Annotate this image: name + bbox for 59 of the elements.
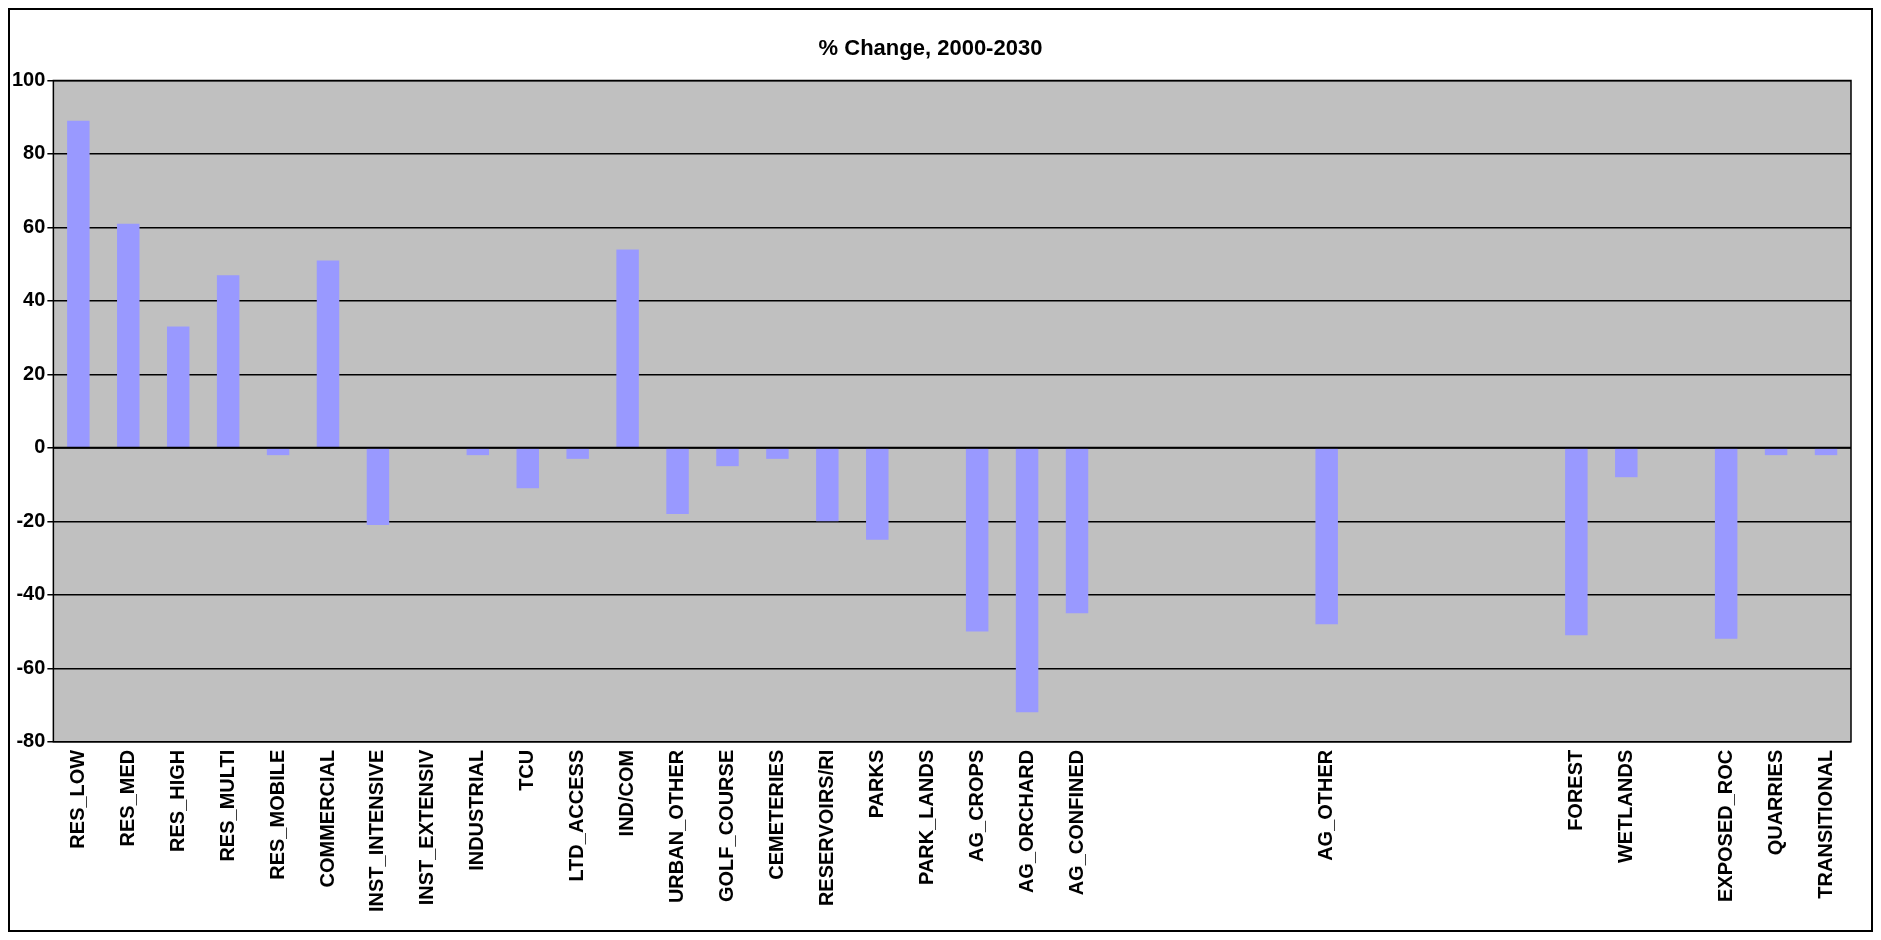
bar <box>1065 448 1089 614</box>
bar <box>866 448 889 540</box>
y-tick-label: 20 <box>23 361 46 384</box>
bar <box>1714 448 1738 639</box>
x-tick-label: AG_CROPS <box>964 749 987 862</box>
x-tick-label: URBAN_OTHER <box>665 749 688 904</box>
x-tick-label: CEMETERIES <box>764 749 787 880</box>
y-tick-label: 60 <box>23 214 46 237</box>
x-tick-label: TRANSITIONAL <box>1813 749 1836 899</box>
bar <box>1565 448 1588 636</box>
x-tick-label: AG_CONFINED <box>1064 749 1087 896</box>
x-tick-label: AG_OTHER <box>1314 749 1337 861</box>
x-tick-label: INST_EXTENSIV <box>415 749 438 906</box>
y-tick-label: 80 <box>23 141 46 164</box>
x-tick-label: LTD_ACCESS <box>565 749 588 882</box>
chart-title: % Change, 2000-2030 <box>818 35 1043 61</box>
bar <box>1015 448 1039 713</box>
bar <box>616 249 639 448</box>
bar <box>366 448 390 525</box>
x-tick-label: RES_MULTI <box>215 749 238 862</box>
bar <box>766 448 789 459</box>
x-tick-label: RES_MED <box>115 749 138 847</box>
bar <box>965 448 989 632</box>
x-tick-label: AG_ORCHARD <box>1014 749 1037 894</box>
x-tick-label: EXPOSED_ROC <box>1713 749 1736 903</box>
y-tick-label: -20 <box>16 508 46 531</box>
bar <box>566 448 589 459</box>
y-tick-label: -40 <box>16 582 46 605</box>
bar <box>816 448 839 522</box>
bar <box>666 448 689 514</box>
x-tick-label: PARKS <box>864 749 887 819</box>
x-tick-label: TCU <box>515 749 538 791</box>
x-tick-label: FOREST <box>1563 749 1586 831</box>
y-tick-label: 40 <box>23 288 46 311</box>
bar <box>67 120 90 448</box>
bar <box>716 448 739 467</box>
x-tick-label: PARK_LANDS <box>914 749 937 885</box>
y-tick-label: 100 <box>11 67 46 90</box>
bar <box>316 260 340 448</box>
x-tick-label: GOLF_COURSE <box>715 749 737 902</box>
x-tick-label: RES_MOBILE <box>265 749 288 880</box>
x-tick-label: INDUSTRIAL <box>465 749 488 871</box>
bar <box>117 223 140 448</box>
x-tick-label: WETLANDS <box>1613 749 1636 864</box>
x-tick-label: INST_INTENSIVE <box>365 749 388 913</box>
y-tick-label: -80 <box>16 729 46 752</box>
x-tick-label: RES_HIGH <box>165 749 188 852</box>
bar <box>1315 448 1338 625</box>
x-tick-label: QUARRIES <box>1763 749 1786 856</box>
bar <box>1615 448 1638 478</box>
x-tick-label: RES_LOW <box>65 749 88 849</box>
bar <box>216 275 240 448</box>
y-tick-label: 0 <box>34 435 46 458</box>
y-tick-label: -60 <box>16 655 46 678</box>
bar <box>166 326 190 448</box>
x-tick-label: IND/COM <box>615 749 638 837</box>
bar <box>516 448 539 489</box>
x-tick-label: COMMERCIAL <box>315 749 338 888</box>
x-tick-label: RESERVOIRS/RI <box>814 749 837 907</box>
